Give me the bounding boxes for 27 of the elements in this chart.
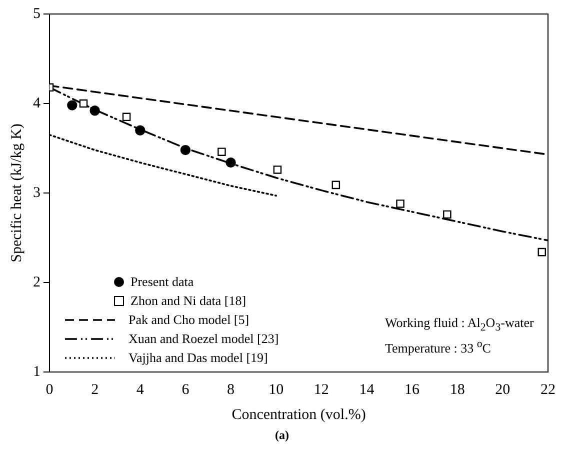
x-tick-label: 0 <box>46 382 54 398</box>
y-tick-label: 2 <box>33 274 40 290</box>
x-tick-label: 14 <box>359 382 375 398</box>
x-tick-label: 18 <box>450 382 465 398</box>
legend-label: Present data <box>130 274 194 290</box>
legend-label: Zhon and Ni data [18] <box>130 293 246 309</box>
y-tick-label: 5 <box>33 6 40 22</box>
x-tick-label: 6 <box>182 382 190 398</box>
x-tick-label: 12 <box>314 382 329 398</box>
x-tick-label: 8 <box>227 382 235 398</box>
legend-label: Vajjha and Das model [19] <box>128 350 268 366</box>
legend-label: Pak and Cho model [5] <box>128 312 250 328</box>
x-tick-label: 4 <box>136 382 144 398</box>
annotation: Working fluid : Al$_{2}$O$_{3}$-water <box>385 315 534 334</box>
y-tick-label: 4 <box>33 95 41 112</box>
legend-label: Xuan and Roezel model [23] <box>128 331 279 347</box>
x-tick-label: 16 <box>404 382 420 398</box>
x-tick-label: 2 <box>91 382 99 398</box>
text: (a) <box>275 428 289 443</box>
y-tick-label: 3 <box>33 184 40 201</box>
x-axis-title: Concentration (vol.%) <box>232 406 366 423</box>
y-tick-label: 1 <box>33 364 40 380</box>
x-tick-label: 22 <box>540 382 556 398</box>
y-axis-title: Specific heat (kJ/kg K) <box>8 124 25 262</box>
annotation: Temperature : 33 $^{o}$C <box>385 338 491 356</box>
x-tick-label: 20 <box>495 382 510 398</box>
x-tick-label: 10 <box>268 382 284 398</box>
